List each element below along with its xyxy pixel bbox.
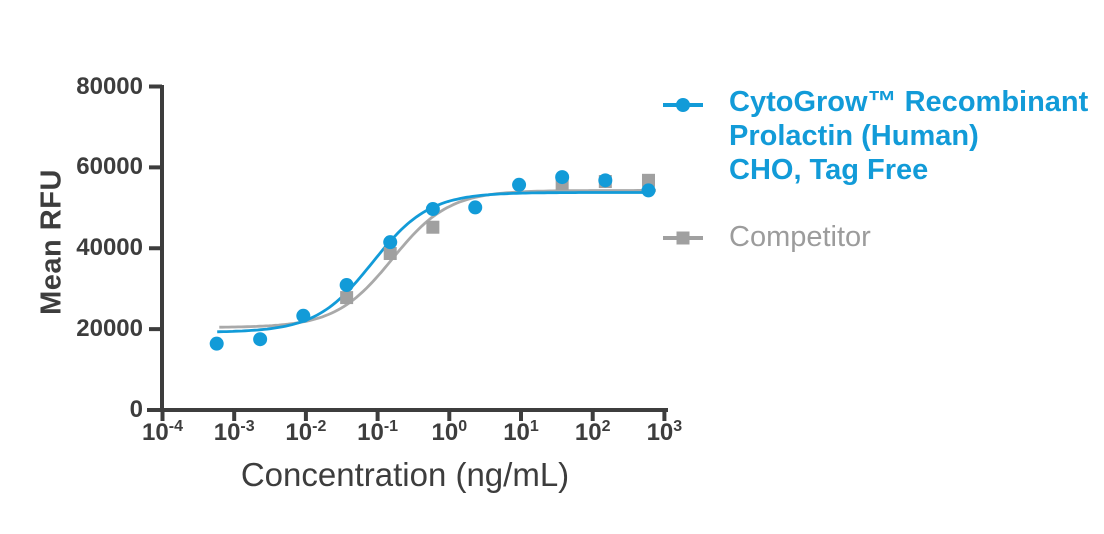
data-point-circle: [383, 235, 398, 250]
x-tick-label: 10-4: [142, 418, 183, 447]
x-axis-title: Concentration (ng/mL): [240, 456, 570, 493]
x-tick-label: 100: [431, 418, 468, 447]
y-tick-label: 40000: [76, 234, 143, 262]
data-point-square: [426, 220, 440, 234]
data-point-circle: [641, 183, 656, 198]
legend-label-competitor: Competitor: [729, 221, 871, 253]
x-tick-label: 103: [646, 418, 683, 447]
x-tick-label: 10-1: [357, 418, 399, 447]
x-tick-label: 10-3: [213, 418, 255, 447]
legend-label-line2: Prolactin (Human): [729, 120, 979, 152]
data-point-circle: [425, 202, 440, 217]
data-point-circle: [296, 308, 311, 323]
legend-label-line3: CHO, Tag Free: [729, 154, 929, 186]
data-point-square: [383, 247, 397, 261]
legend-label-line1: CytoGrow™ Recombinant: [729, 86, 1089, 118]
y-tick-label: 0: [129, 396, 143, 423]
data-point-circle: [253, 332, 268, 347]
data-point-circle: [512, 177, 527, 192]
data-point-circle: [598, 173, 613, 188]
x-tick-label: 102: [574, 418, 611, 447]
legend-entry-competitor: Competitor: [662, 221, 871, 254]
y-tick-label: 80000: [76, 72, 143, 100]
data-point-square: [340, 291, 354, 305]
legend-entry-cytogrow: CytoGrow™ Recombinant Prolactin (Human) …: [662, 85, 1088, 187]
data-point-circle: [339, 278, 354, 293]
legend-circle-marker-icon: [663, 98, 703, 112]
data-point-circle: [209, 336, 224, 351]
legend-label-cytogrow: CytoGrow™ Recombinant Prolactin (Human) …: [729, 85, 1088, 187]
data-point-square: [641, 173, 655, 187]
legend-square-marker-icon: [663, 231, 703, 245]
data-point-circle: [555, 170, 570, 185]
y-tick-label: 20000: [76, 315, 143, 343]
y-tick-label: 60000: [76, 153, 143, 181]
x-tick-label: 101: [503, 418, 539, 447]
x-tick-label: 10-2: [285, 418, 327, 447]
data-point-circle: [468, 200, 483, 215]
